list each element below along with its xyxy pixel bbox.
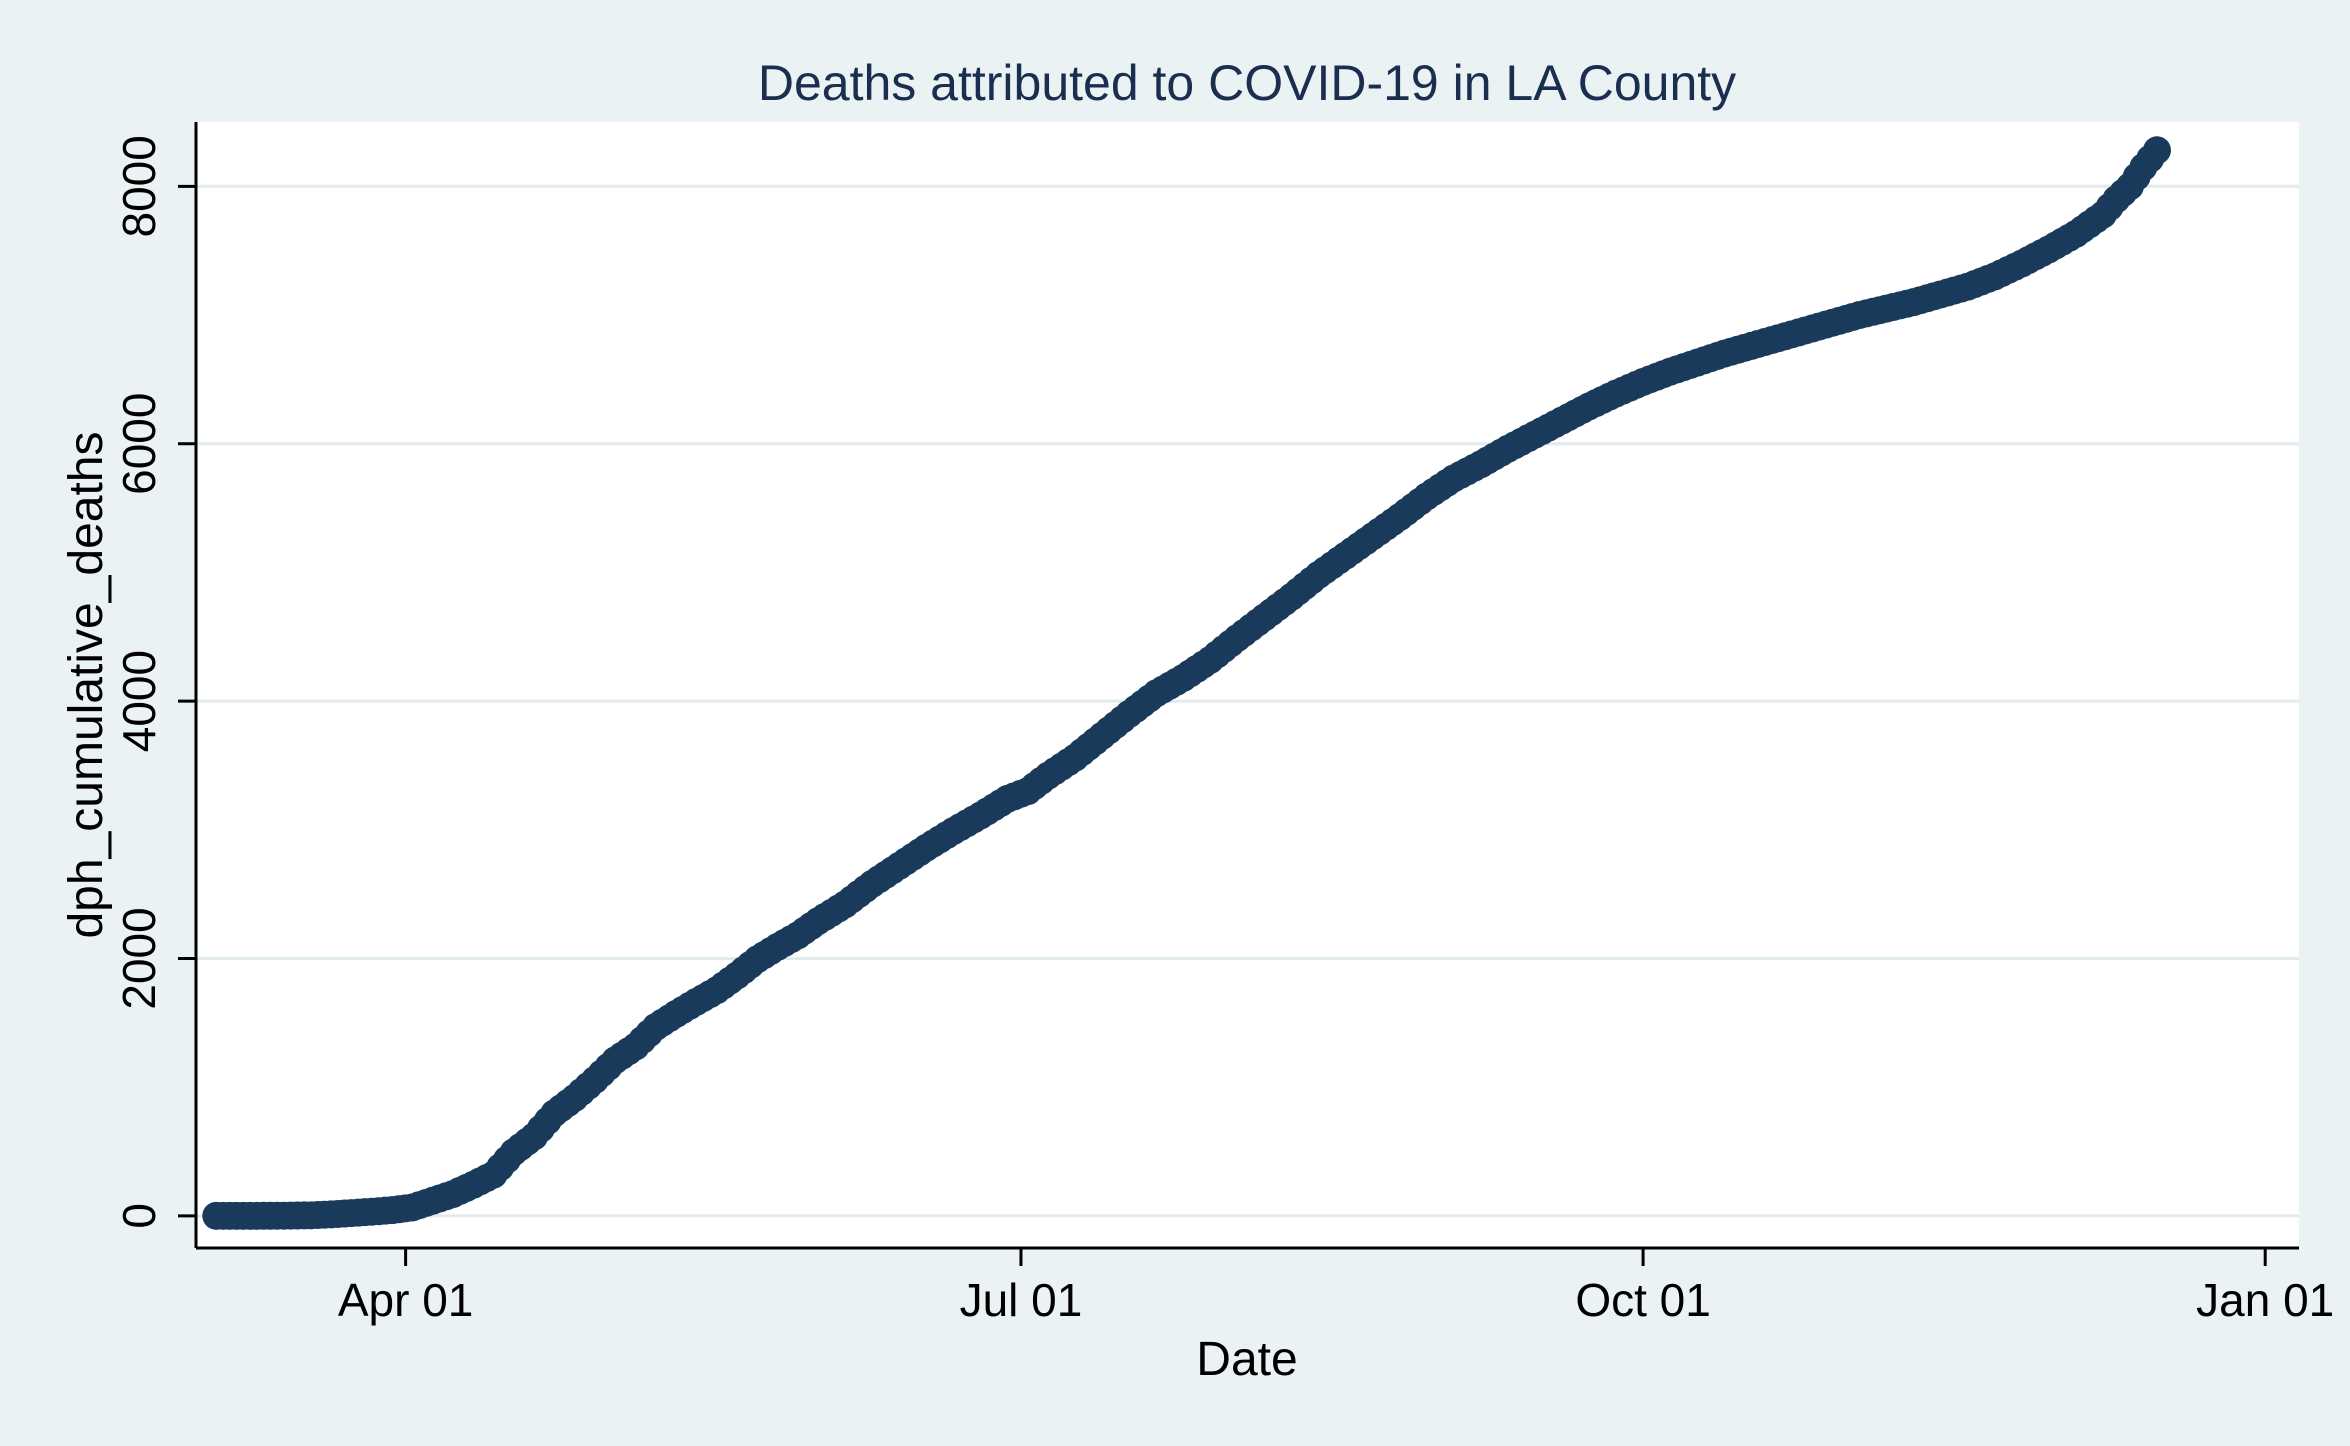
y-axis-label: dph_cumulative_deaths — [60, 431, 113, 938]
plot-area — [196, 122, 2299, 1248]
y-tick-label-4: 8000 — [113, 135, 165, 237]
chart-title: Deaths attributed to COVID-19 in LA Coun… — [758, 55, 1736, 111]
data-point — [2142, 136, 2171, 165]
x-tick-label-2: Oct 01 — [1575, 1274, 1711, 1326]
y-tick-label-3: 6000 — [113, 393, 165, 495]
gridlines — [196, 184, 2299, 1218]
x-tick-label-0: Apr 01 — [338, 1274, 474, 1326]
x-tick-label-1: Jul 01 — [960, 1274, 1083, 1326]
x-axis-label: Date — [1196, 1333, 1297, 1386]
x-axis-ticks: Apr 01 Jul 01 Oct 01 Jan 01 — [338, 1248, 2334, 1326]
data-points — [202, 136, 2171, 1230]
x-tick-label-3: Jan 01 — [2196, 1274, 2334, 1326]
y-tick-label-1: 2000 — [113, 907, 165, 1009]
y-tick-label-2: 4000 — [113, 650, 165, 752]
y-axis-ticks: 0 2000 4000 6000 8000 — [113, 135, 196, 1229]
y-tick-label-0: 0 — [113, 1203, 165, 1229]
